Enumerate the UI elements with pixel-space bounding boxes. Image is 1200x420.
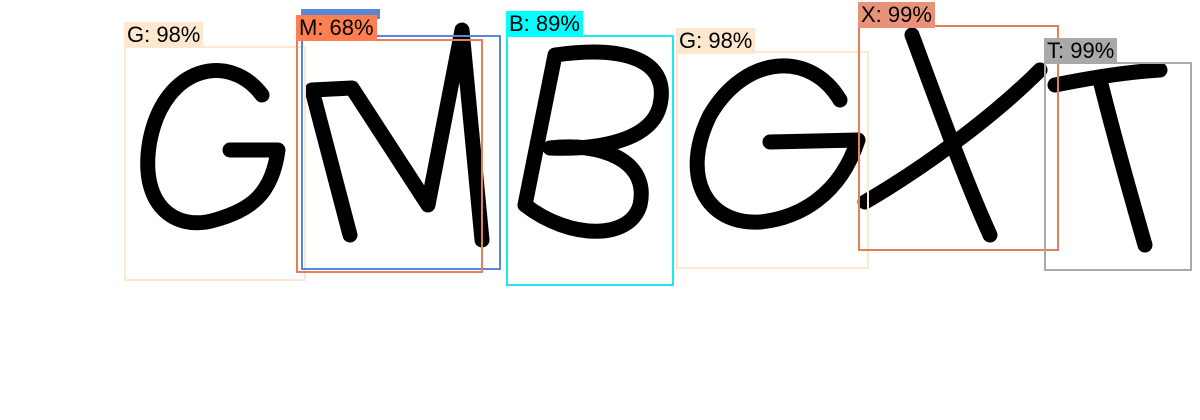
glyph-g-2 xyxy=(689,58,866,230)
bbox-b[interactable] xyxy=(506,35,674,286)
glyph-m xyxy=(304,22,490,248)
label-x: X: 99% xyxy=(858,2,935,28)
label-b: B: 89% xyxy=(506,11,583,37)
bbox-m-secondary[interactable] xyxy=(301,35,501,270)
bbox-m[interactable] xyxy=(296,39,483,273)
label-t: T: 99% xyxy=(1044,38,1118,64)
label-m: M: 68% xyxy=(296,15,377,41)
bbox-t[interactable] xyxy=(1044,62,1192,271)
label-g-2: G: 98% xyxy=(676,28,756,54)
label-g-1: G: 98% xyxy=(124,22,204,48)
bbox-g-2[interactable] xyxy=(676,51,869,269)
label-m-secondary xyxy=(301,9,380,19)
glyph-g-1 xyxy=(140,63,286,231)
bbox-x[interactable] xyxy=(858,25,1059,251)
glyph-t xyxy=(1047,62,1168,253)
glyph-x xyxy=(857,27,1048,243)
bbox-g-1[interactable] xyxy=(124,46,306,281)
glyph-b xyxy=(517,44,669,239)
